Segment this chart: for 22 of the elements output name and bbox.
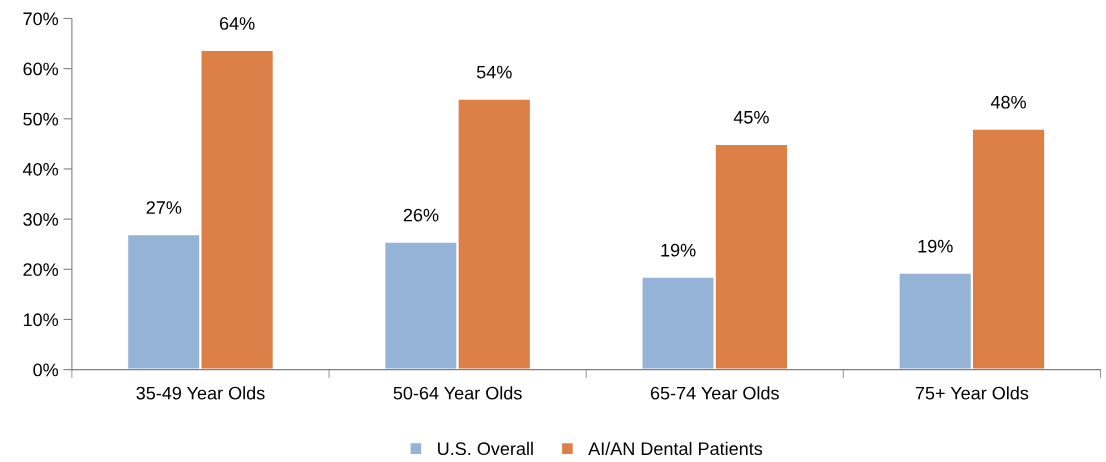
y-tick-label: 0% [33, 363, 59, 377]
data-label: 27% [146, 201, 182, 214]
data-label: 45% [733, 110, 769, 124]
y-tick-label: 30% [23, 213, 59, 226]
y-tick-label: 60% [23, 62, 59, 76]
data-label: 19% [918, 239, 953, 253]
data-label: 48% [990, 95, 1026, 109]
data-label: 64% [219, 17, 255, 30]
data-label: 26% [403, 208, 439, 222]
x-tick-label: 75+ Year Olds [915, 386, 1029, 400]
y-tick-label: 40% [22, 162, 59, 176]
y-tick-label: 70% [23, 12, 59, 26]
legend-label: AI/AN Dental Patients [588, 441, 763, 456]
x-tick-label: 35-49 Year Olds [136, 386, 265, 400]
y-tick-label: 50% [23, 112, 59, 126]
legend-label: U.S. Overall [438, 441, 533, 456]
y-tick-label: 10% [23, 313, 59, 327]
x-tick-label: 65-74 Year Olds [650, 386, 779, 400]
y-tick-label: 20% [23, 263, 59, 276]
data-label: 19% [661, 243, 696, 257]
data-label: 54% [476, 65, 512, 79]
x-tick-label: 50-64 Year Olds [393, 386, 522, 400]
